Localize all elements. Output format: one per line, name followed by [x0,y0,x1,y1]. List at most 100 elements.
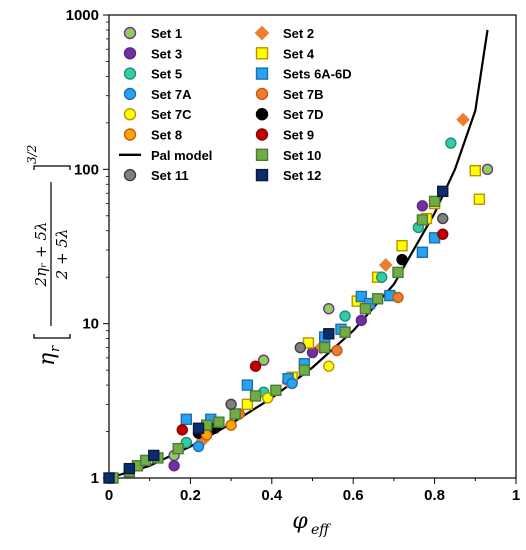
legend-label-pal-model: Pal model [151,148,212,163]
points-layer [103,112,494,484]
data-point-set-4 [469,164,481,177]
data-point-set-4 [396,240,408,252]
data-point-set-10 [172,442,184,455]
legend-swatch-set-12 [255,168,269,182]
data-point-set-2 [378,258,393,272]
data-point-set-7d [396,253,408,266]
data-point-set-1 [481,163,494,176]
legend-label-set-7c: Set 7C [151,107,192,122]
data-point-set-11 [437,212,449,225]
x-axis-title: φ eff [292,509,331,538]
data-point-set-10 [319,341,331,354]
legend-label-set-3: Set 3 [151,46,182,61]
y-tick-label: 100 [74,161,99,178]
data-point-set-12 [192,422,205,434]
data-point-set-4 [241,398,254,411]
legend-swatch-set-2 [254,25,270,41]
legend-label-set-9: Set 9 [283,128,314,143]
data-point-set-12 [323,328,335,340]
y-axis-title-numerator: 2ηᵣ + 5λ [32,222,50,288]
legend-label-sets-6a-6d: Sets 6A-6D [283,67,352,82]
data-point-set-7b [331,344,343,357]
data-point-set-8 [225,419,237,431]
data-point-set-1 [323,303,335,315]
plot-frame [108,14,517,479]
legend-swatch-set-7c [123,107,137,121]
x-tick-label: 1 [512,487,520,504]
data-point-set-12 [123,462,136,475]
legend-label-set-10: Set 10 [283,148,321,163]
data-point-set-3 [416,200,429,212]
data-point-set-11 [294,341,306,354]
legend-swatch-set-11 [123,168,137,182]
data-point-set-10 [416,214,429,226]
data-point-set-3 [306,346,319,359]
data-point-set-7c [323,360,335,372]
y-axis-title-group: ηr 2ηᵣ + 5λ 2 + 5λ 3/2 [25,145,71,366]
legend-swatch-set-9 [255,128,269,141]
data-point-set-10 [392,266,404,279]
legend-swatch-set-8 [123,128,137,141]
data-point-set-12 [103,472,115,484]
data-point-set-5 [375,271,388,283]
axes: 0 0.2 0.4 0.6 0.8 1 1 10 100 1000 [66,7,521,504]
data-point-set-4 [473,193,486,205]
y-tick-label: 10 [82,316,99,333]
data-point-set-7a [192,440,205,453]
data-point-set-10 [339,326,351,338]
data-point-set-10 [428,195,441,208]
data-point-sets-6a-6d [416,246,429,259]
data-point-set-10 [270,384,282,397]
data-point-set-10 [359,303,372,315]
y-axis-title: ηr 2ηᵣ + 5λ 2 + 5λ 3/2 [25,145,71,366]
legend-swatch-set-5 [123,67,137,80]
legend-label-set-11: Set 11 [151,168,189,183]
y-tick-label: 1000 [66,7,99,24]
legend-swatch-set-7b [255,87,269,101]
legend-swatch-set-4 [255,47,269,60]
data-point-sets-6a-6d [241,379,254,391]
data-point-set-3 [168,460,180,472]
legend-label-set-4: Set 4 [283,46,315,61]
data-point-set-10 [298,364,311,376]
y-axis-title-bracket-left [33,334,71,339]
data-point-sets-6a-6d [180,413,193,426]
data-point-set-3 [355,314,368,327]
data-point-set-10 [371,293,384,305]
data-point-set-12 [437,185,449,198]
y-axis-title-exponent: 3/2 [25,145,39,164]
data-point-set-10 [249,390,262,402]
data-point-set-10 [229,408,241,420]
legend-swatch-set-1 [123,26,137,40]
legend-label-set-7a: Set 7A [151,87,192,102]
x-tick-label: 0.2 [180,487,201,504]
legend-swatch-set-10 [255,148,269,162]
legend: Set 1 Set 2 Set 3 Set 4 Set 5 Sets 6A-6D Set 7… [119,25,352,183]
data-point-set-1 [257,354,270,366]
x-tick-label: 0.4 [261,487,283,504]
data-point-set-2 [456,112,470,127]
x-tick-label: 0.8 [424,487,445,504]
data-point-set-9 [437,228,449,240]
legend-label-set-7b: Set 7B [283,87,323,102]
x-tick-label: 0.6 [343,487,364,504]
data-point-set-9 [176,424,188,436]
legend-label-set-8: Set 8 [151,128,182,143]
y-axis-title-denominator: 2 + 5λ [53,229,71,281]
legend-label-set-12: Set 12 [283,168,321,183]
y-tick-label: 1 [91,470,99,487]
data-point-set-9 [249,360,262,372]
y-axis-title-eta: η [35,353,60,366]
legend-label-set-2: Set 2 [283,26,314,41]
data-point-set-12 [148,449,160,462]
legend-label-set-1: Set 1 [151,26,182,41]
data-point-set-7b [392,291,404,304]
legend-label-set-5: Set 5 [151,67,182,82]
data-point-set-7a [286,377,298,390]
legend-swatch-sets-6a-6d [255,67,269,80]
y-axis-title-eta-sub: r [48,345,63,352]
y-axis-title-bracket-right [33,165,71,170]
legend-swatch-set-7a [123,87,137,101]
data-point-set-10 [213,416,225,428]
